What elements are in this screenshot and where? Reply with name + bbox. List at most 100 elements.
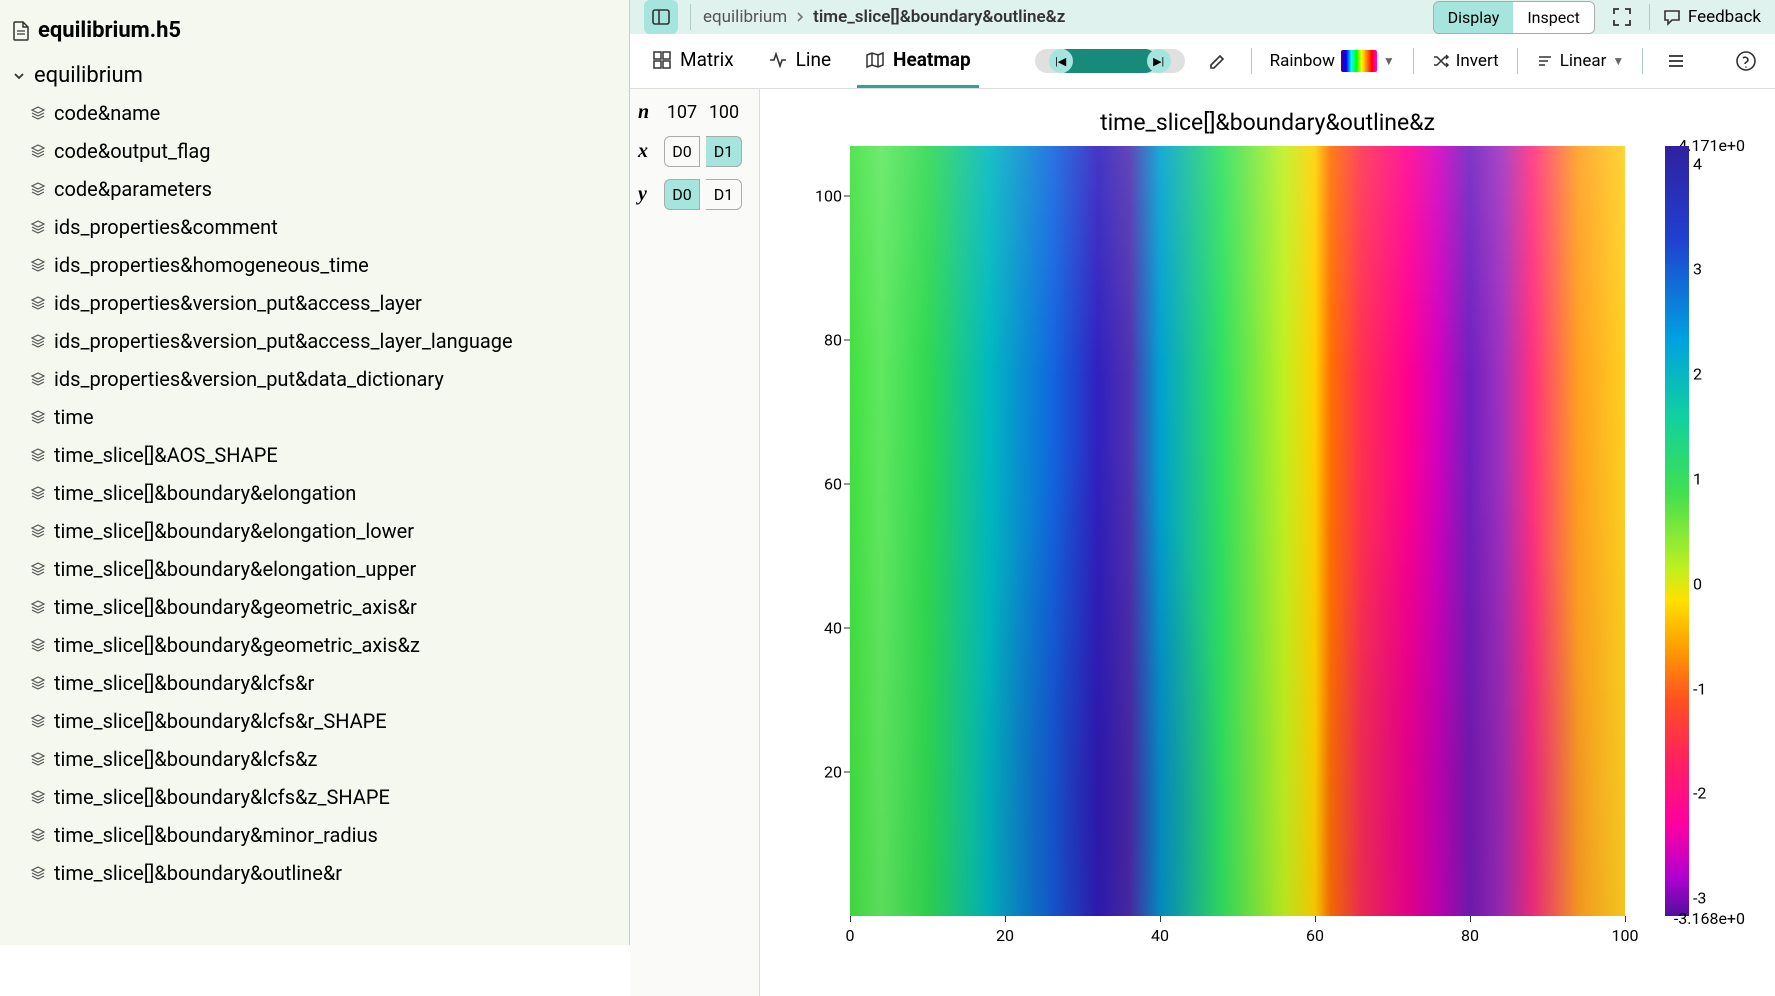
menu-button[interactable] bbox=[1661, 46, 1691, 76]
prev-frame-button[interactable]: |◀ bbox=[1049, 49, 1073, 73]
frame-slider[interactable]: |◀ ▶| bbox=[1035, 49, 1185, 73]
divider bbox=[1649, 4, 1650, 30]
y-d0-button[interactable]: D0 bbox=[664, 179, 700, 210]
layers-icon bbox=[30, 789, 46, 805]
breadcrumb-current[interactable]: time_slice[]&boundary&outline&z bbox=[813, 7, 1065, 27]
colormap-name: Rainbow bbox=[1270, 51, 1335, 71]
x-tick-label: 0 bbox=[846, 926, 855, 945]
colorbar-tick-label: -2 bbox=[1693, 784, 1706, 803]
heatmap-wrap: 020406080100 bbox=[850, 146, 1625, 966]
topbar: equilibrium time_slice[]&boundary&outlin… bbox=[630, 0, 1775, 34]
tree-item-label: time_slice[]&boundary&lcfs&z bbox=[54, 747, 317, 771]
breadcrumb-root[interactable]: equilibrium bbox=[703, 7, 787, 27]
y-d1-button[interactable]: D1 bbox=[706, 179, 742, 210]
tree-item-label: time bbox=[54, 405, 94, 429]
scale-icon bbox=[1536, 52, 1554, 70]
tree-item[interactable]: time_slice[]&boundary&elongation_lower bbox=[0, 512, 629, 550]
x-row: x D0 D1 bbox=[638, 136, 751, 167]
matrix-tab-label: Matrix bbox=[680, 48, 734, 71]
colorbar-area: 4.171e+0 43210-1-2-3 -3.168e+0 bbox=[1625, 146, 1745, 966]
display-mode-button[interactable]: Display bbox=[1434, 2, 1514, 33]
tree-item[interactable]: code&parameters bbox=[0, 170, 629, 208]
tree-item[interactable]: time_slice[]&boundary&geometric_axis&r bbox=[0, 588, 629, 626]
tree-item[interactable]: code&name bbox=[0, 94, 629, 132]
x-tick-label: 80 bbox=[1461, 926, 1479, 945]
line-tab[interactable]: Line bbox=[760, 34, 839, 88]
tree-item-label: time_slice[]&boundary&minor_radius bbox=[54, 823, 378, 847]
layers-icon bbox=[30, 105, 46, 121]
plot-container: 20406080100 020406080100 4.171e+0 43210-… bbox=[790, 146, 1745, 966]
tree-item[interactable]: time_slice[]&boundary&geometric_axis&z bbox=[0, 626, 629, 664]
divider bbox=[1642, 48, 1643, 74]
invert-button[interactable]: Invert bbox=[1432, 51, 1499, 71]
tree-item-label: code&output_flag bbox=[54, 139, 210, 163]
layers-icon bbox=[30, 295, 46, 311]
tree-item[interactable]: time_slice[]&boundary&elongation_upper bbox=[0, 550, 629, 588]
plot-area: time_slice[]&boundary&outline&z 20406080… bbox=[760, 89, 1775, 996]
layers-icon bbox=[30, 143, 46, 159]
next-frame-button[interactable]: ▶| bbox=[1147, 49, 1171, 73]
tree-item[interactable]: time_slice[]&boundary&outline&r bbox=[0, 854, 629, 892]
tree-item[interactable]: time_slice[]&boundary&lcfs&z bbox=[0, 740, 629, 778]
tree-item[interactable]: time_slice[]&boundary&lcfs&r bbox=[0, 664, 629, 702]
mode-toggle: Display Inspect bbox=[1433, 1, 1595, 34]
tree-item[interactable]: time_slice[]&AOS_SHAPE bbox=[0, 436, 629, 474]
tree-item-label: time_slice[]&boundary&lcfs&z_SHAPE bbox=[54, 785, 390, 809]
tree-item[interactable]: ids_properties&version_put&data_dictiona… bbox=[0, 360, 629, 398]
layers-icon bbox=[30, 713, 46, 729]
divider bbox=[690, 4, 691, 30]
y-tick-label: 80 bbox=[824, 331, 842, 350]
matrix-tab[interactable]: Matrix bbox=[644, 34, 742, 88]
tree-item[interactable]: time_slice[]&boundary&lcfs&z_SHAPE bbox=[0, 778, 629, 816]
heatmap-tab[interactable]: Heatmap bbox=[857, 34, 979, 88]
tree-item[interactable]: code&output_flag bbox=[0, 132, 629, 170]
tree-root[interactable]: equilibrium bbox=[0, 57, 629, 94]
colormap-selector[interactable]: Rainbow ▼ bbox=[1270, 50, 1395, 72]
inspect-mode-button[interactable]: Inspect bbox=[1513, 2, 1594, 33]
tree-item[interactable]: time_slice[]&boundary&minor_radius bbox=[0, 816, 629, 854]
tree-item-label: ids_properties&version_put&data_dictiona… bbox=[54, 367, 444, 391]
sidebar-toggle-button[interactable] bbox=[644, 0, 678, 34]
tree-item-label: code&name bbox=[54, 101, 160, 125]
x-d1-button[interactable]: D1 bbox=[706, 136, 742, 167]
heatmap[interactable] bbox=[850, 146, 1625, 916]
plot-title: time_slice[]&boundary&outline&z bbox=[790, 109, 1745, 136]
n1-value: 100 bbox=[706, 102, 742, 123]
layers-icon bbox=[30, 523, 46, 539]
y-label: y bbox=[638, 183, 658, 206]
tree-item[interactable]: ids_properties&version_put&access_layer_… bbox=[0, 322, 629, 360]
file-header: equilibrium.h5 bbox=[0, 12, 629, 57]
divider bbox=[1517, 48, 1518, 74]
file-icon bbox=[12, 21, 30, 41]
tree-item[interactable]: time_slice[]&boundary&lcfs&r_SHAPE bbox=[0, 702, 629, 740]
heatmap-tab-label: Heatmap bbox=[893, 48, 971, 71]
colorbar-tick-label: -3 bbox=[1693, 889, 1706, 908]
help-button[interactable] bbox=[1731, 46, 1761, 76]
edit-button[interactable] bbox=[1203, 46, 1233, 76]
divider bbox=[1251, 48, 1252, 74]
tree-item[interactable]: time bbox=[0, 398, 629, 436]
chevron-right-icon bbox=[795, 11, 805, 23]
tree-item[interactable]: time_slice[]&boundary&elongation bbox=[0, 474, 629, 512]
tree-item[interactable]: ids_properties&comment bbox=[0, 208, 629, 246]
x-tick-label: 60 bbox=[1306, 926, 1324, 945]
tree-item-label: time_slice[]&boundary&geometric_axis&r bbox=[54, 595, 417, 619]
tree-item[interactable]: ids_properties&homogeneous_time bbox=[0, 246, 629, 284]
tree-item-label: time_slice[]&boundary&lcfs&r bbox=[54, 671, 314, 695]
tree-item[interactable]: ids_properties&version_put&access_layer bbox=[0, 284, 629, 322]
layers-icon bbox=[30, 637, 46, 653]
content: n 107 100 x D0 D1 y D0 D1 time_slice[]&b… bbox=[630, 89, 1775, 996]
x-d0-button[interactable]: D0 bbox=[664, 136, 700, 167]
layers-icon bbox=[30, 371, 46, 387]
scale-label: Linear bbox=[1560, 51, 1607, 71]
y-row: y D0 D1 bbox=[638, 179, 751, 210]
y-axis: 20406080100 bbox=[790, 146, 850, 966]
tree-item-label: code&parameters bbox=[54, 177, 212, 201]
feedback-button[interactable]: Feedback bbox=[1662, 7, 1761, 27]
scale-selector[interactable]: Linear ▼ bbox=[1536, 51, 1625, 71]
breadcrumb: equilibrium time_slice[]&boundary&outlin… bbox=[703, 7, 1421, 27]
colorbar: 43210-1-2-3 bbox=[1665, 146, 1689, 916]
fullscreen-button[interactable] bbox=[1607, 2, 1637, 32]
file-name: equilibrium.h5 bbox=[38, 18, 181, 43]
layers-icon bbox=[30, 181, 46, 197]
